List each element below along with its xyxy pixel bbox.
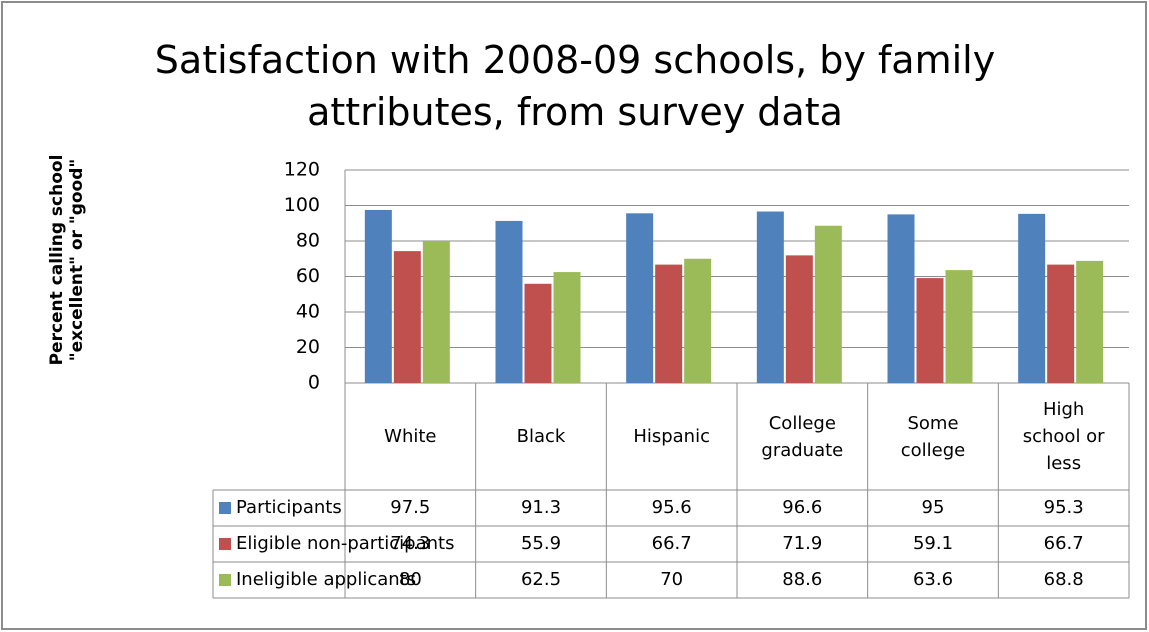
legend-label: Participants	[236, 497, 342, 518]
table-value: 91.3	[521, 497, 561, 518]
legend-label: Eligible non-participants	[236, 533, 454, 554]
chart-title: Satisfaction with 2008-09 schools, by fa…	[154, 38, 996, 134]
bar	[785, 255, 813, 383]
x-tick-label: College graduate	[761, 412, 844, 461]
bar	[1018, 213, 1046, 383]
x-tick-label: High school or less	[1022, 399, 1105, 474]
legend-label: Ineligible applicants	[236, 569, 416, 590]
bar	[814, 225, 842, 383]
table-value: 74.3	[390, 533, 430, 554]
bar	[945, 270, 973, 383]
table-value: 95.6	[652, 497, 692, 518]
table-value: 70	[660, 569, 683, 590]
y-tick-label: 120	[284, 159, 320, 181]
table-value: 66.7	[1044, 533, 1084, 554]
y-tick-label: 100	[284, 194, 320, 216]
bar	[626, 213, 654, 383]
y-tick-label: 80	[296, 230, 320, 252]
table-value: 62.5	[521, 569, 561, 590]
bar	[553, 272, 581, 383]
y-tick-label: 20	[296, 336, 320, 358]
table-value: 95.3	[1044, 497, 1084, 518]
bar	[364, 209, 392, 383]
table-value: 59.1	[913, 533, 953, 554]
y-tick-label: 60	[296, 265, 320, 287]
x-tick-label: White	[384, 426, 437, 447]
table-value: 63.6	[913, 569, 953, 590]
y-tick-label: 40	[296, 301, 320, 323]
x-tick-label: Some college	[900, 412, 966, 461]
bar	[524, 283, 552, 383]
bar	[684, 258, 712, 383]
y-axis-label: Percent calling school "excellent" or "g…	[47, 154, 87, 366]
table-value: 80	[399, 569, 422, 590]
bar	[887, 214, 915, 383]
table-value: 95	[922, 497, 945, 518]
table-value: 55.9	[521, 533, 561, 554]
bar	[495, 220, 523, 383]
table-value: 71.9	[782, 533, 822, 554]
table-value: 96.6	[782, 497, 822, 518]
legend-key	[219, 538, 231, 550]
bar	[916, 278, 944, 383]
table-value: 97.5	[390, 497, 430, 518]
table-value: 88.6	[782, 569, 822, 590]
bar	[1047, 264, 1075, 383]
legend-key	[219, 502, 231, 514]
y-tick-label: 0	[308, 372, 320, 394]
table-value: 68.8	[1044, 569, 1084, 590]
x-tick-label: Black	[516, 426, 566, 447]
bar	[422, 241, 450, 383]
legend-key	[219, 574, 231, 586]
x-tick-label: Hispanic	[633, 426, 710, 447]
bar	[1076, 260, 1104, 383]
bar	[393, 251, 421, 383]
bar	[756, 211, 784, 383]
table-value: 66.7	[652, 533, 692, 554]
bar	[655, 264, 683, 383]
